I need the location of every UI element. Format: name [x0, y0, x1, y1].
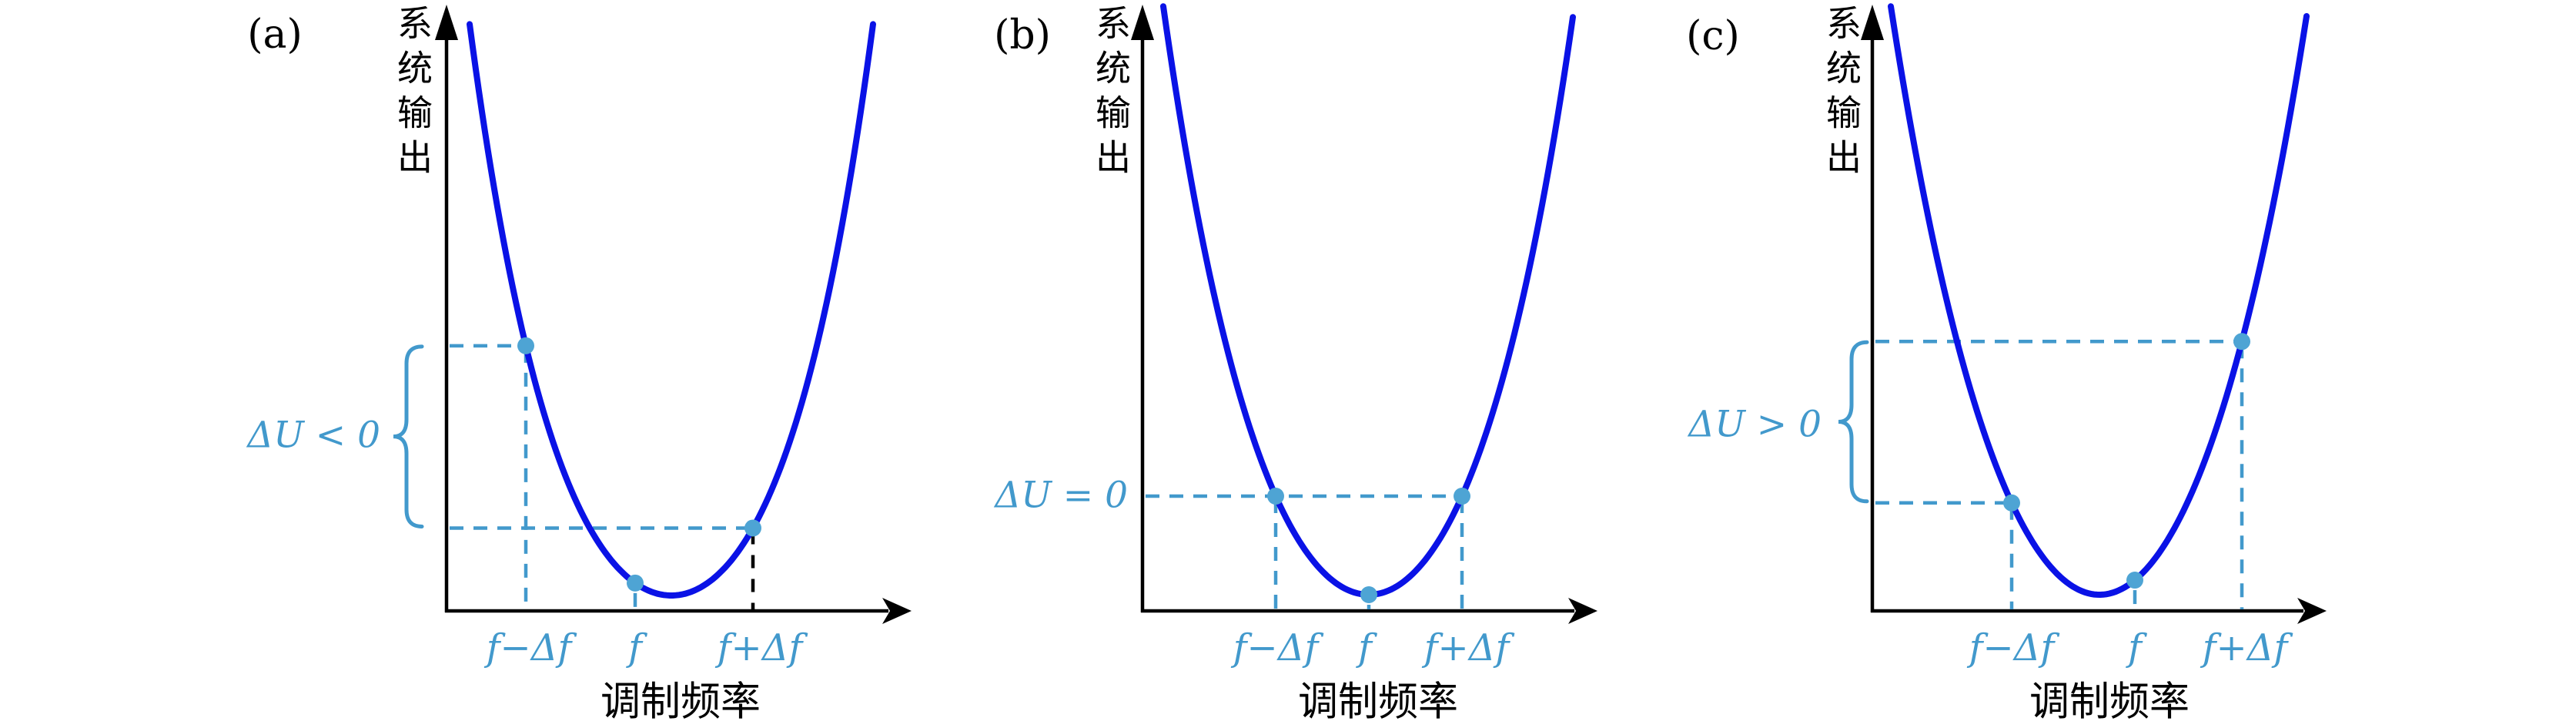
panel-b-tick-f-plus-df: f+Δf: [1423, 626, 1510, 669]
panel-c-annotation: ΔU > 0: [1688, 403, 1822, 446]
panel-b-ylabel: 系统输出: [1090, 5, 1132, 183]
panel-a-response-curve: [467, 21, 876, 599]
panel-b-response-curve: [1160, 3, 1576, 599]
panel-a-dot-f-minus-df: [517, 337, 534, 354]
panel-b-y-axis-arrowhead: [1131, 5, 1154, 40]
panel-b-x-axis-arrowhead: [1568, 598, 1597, 624]
panel-b-dot-f-minus-df: [1267, 488, 1284, 505]
panel-b-tick-f-minus-df: f−Δf: [1233, 626, 1319, 669]
panel-c-x-axis-arrowhead: [2297, 598, 2327, 624]
panel-c-dot-f-plus-df: [2233, 333, 2250, 351]
panel-a-dot-f-plus-df: [744, 519, 761, 537]
panel-a-annotation: ΔU < 0: [247, 414, 380, 457]
panel-a-y-axis-arrowhead: [435, 5, 458, 40]
panel-c-tick-f-plus-df: f+Δf: [2202, 626, 2288, 669]
panel-a-dot-f: [627, 574, 644, 592]
panel-c-xlabel: 调制频率: [2029, 679, 2190, 726]
panel-b-label: (b): [994, 12, 1051, 59]
panel-c-dot-f: [2126, 572, 2143, 589]
panel-c-ylabel: 系统输出: [1821, 5, 1862, 183]
panel-a-tick-f: f: [628, 626, 642, 669]
panel-c-tick-f-minus-df: f−Δf: [1969, 626, 2055, 669]
panel-b-xlabel: 调制频率: [1297, 679, 1459, 726]
panel-a-xlabel: 调制频率: [600, 679, 761, 726]
panel-a-label: (a): [247, 12, 303, 58]
panel-a-tick-f-minus-df: f−Δf: [486, 626, 572, 669]
panel-c-label: (c): [1686, 13, 1740, 59]
panel-a-ylabel: 系统输出: [392, 5, 433, 183]
panel-a-tick-f-plus-df: f+Δf: [717, 626, 803, 669]
panel-a-delta-u-brace: [393, 344, 424, 528]
panel-b-dot-f-plus-df: [1454, 488, 1470, 505]
panel-b-tick-f: f: [1358, 626, 1372, 669]
panel-a-x-axis-arrowhead: [882, 598, 912, 624]
panel-c-delta-u-brace: [1838, 340, 1869, 504]
panel-c-dot-f-minus-df: [2003, 494, 2020, 512]
panel-b-dot-f: [1360, 586, 1377, 603]
panel-c-response-curve: [1888, 3, 2310, 599]
panel-b-annotation: ΔU = 0: [995, 474, 1128, 517]
panel-c-tick-f: f: [2128, 626, 2142, 669]
panel-c-y-axis-arrowhead: [1861, 5, 1884, 40]
